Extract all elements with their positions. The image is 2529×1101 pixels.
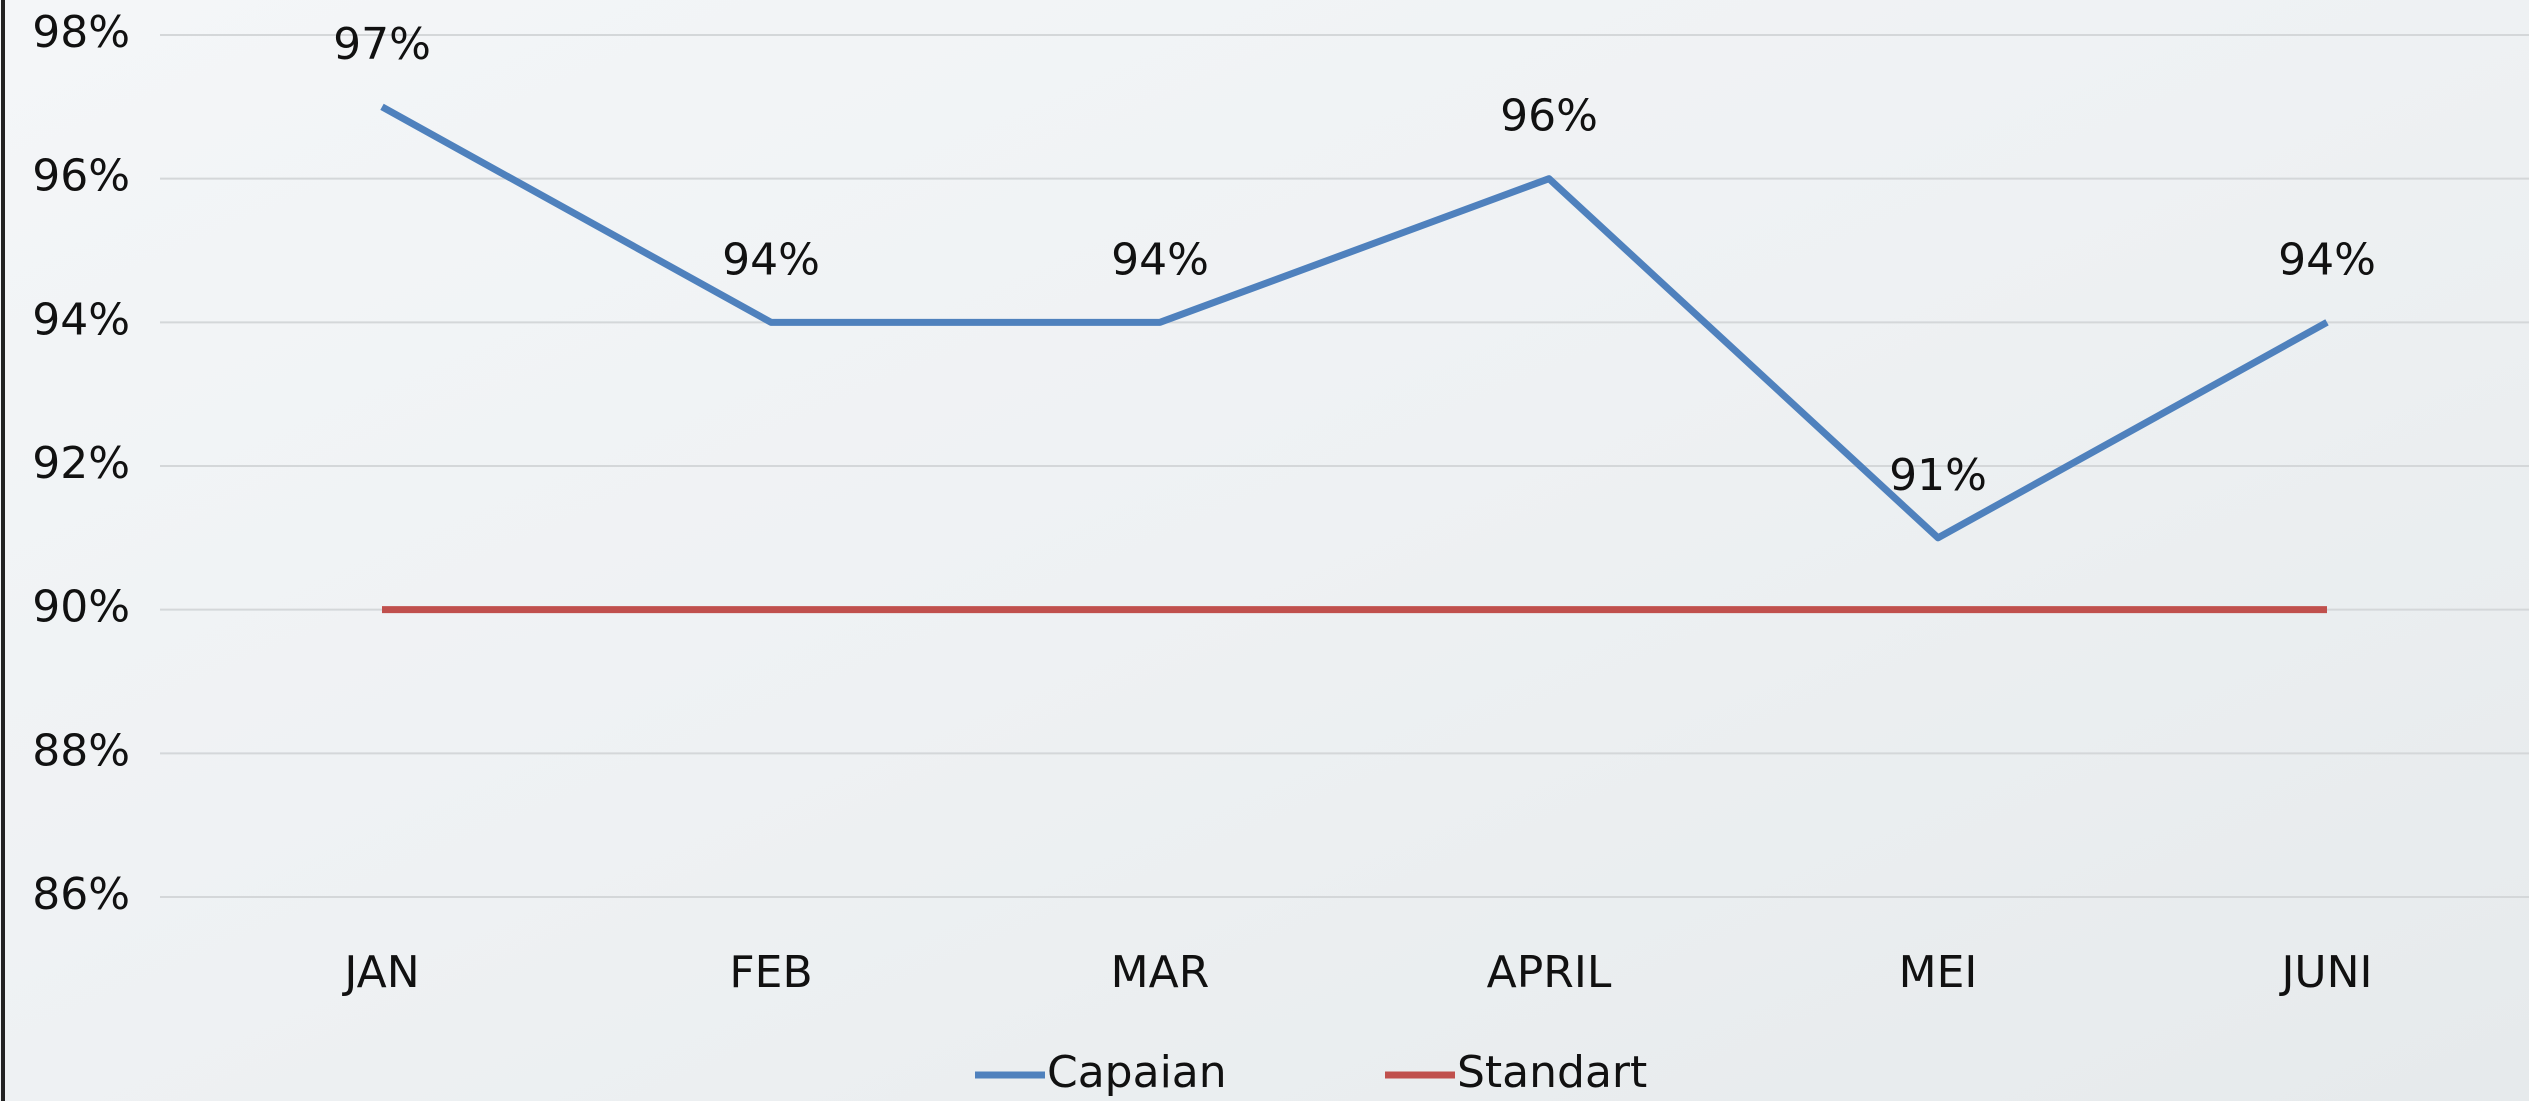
- x-tick-label: JAN: [341, 947, 419, 998]
- x-tick-label: APRIL: [1487, 947, 1612, 998]
- data-label: 96%: [1500, 91, 1598, 142]
- chart: 86% 88% 90% 92% 94% 96% 98% JAN FEB MAR APRIL MEI JU…: [0, 0, 2529, 1101]
- y-tick-label: 94%: [32, 294, 130, 345]
- y-tick-label: 88%: [32, 725, 130, 776]
- data-label: 91%: [1889, 450, 1987, 501]
- x-tick-label: FEB: [729, 947, 812, 998]
- legend-label: Standart: [1457, 1047, 1647, 1098]
- x-tick-label: MEI: [1899, 947, 1978, 998]
- x-tick-label: MAR: [1111, 947, 1210, 998]
- y-tick-label: 86%: [32, 869, 130, 920]
- data-label: 94%: [722, 234, 820, 285]
- data-label: 94%: [2278, 234, 2376, 285]
- x-tick-label: JUNI: [2278, 947, 2372, 998]
- y-tick-label: 98%: [32, 7, 130, 58]
- background: [0, 0, 2529, 1101]
- y-tick-label: 90%: [32, 582, 130, 633]
- data-label: 97%: [333, 19, 431, 70]
- page: 86% 88% 90% 92% 94% 96% 98% JAN FEB MAR APRIL MEI JU…: [0, 0, 2529, 1101]
- y-tick-label: 92%: [32, 438, 130, 489]
- legend-label: Capaian: [1047, 1047, 1227, 1098]
- data-label: 94%: [1111, 234, 1209, 285]
- y-tick-label: 96%: [32, 151, 130, 202]
